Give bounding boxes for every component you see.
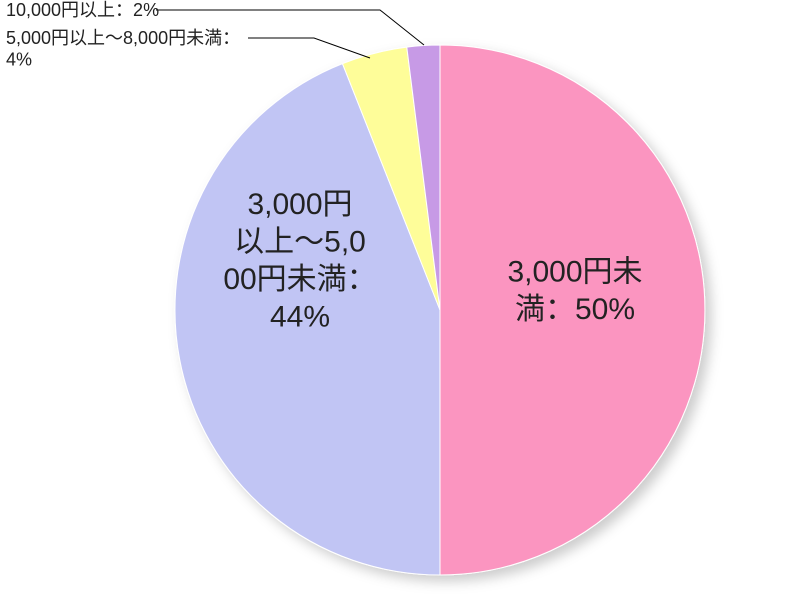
price-distribution-pie-chart: 3,000円未満：50%3,000円以上～5,000円未満：44%5,000円以… xyxy=(0,0,800,600)
callout-label: 10,000円以上：2% xyxy=(6,0,159,20)
callout-leader xyxy=(248,38,370,58)
callout-label: 5,000円以上～8,000円未満：4% xyxy=(6,28,240,70)
